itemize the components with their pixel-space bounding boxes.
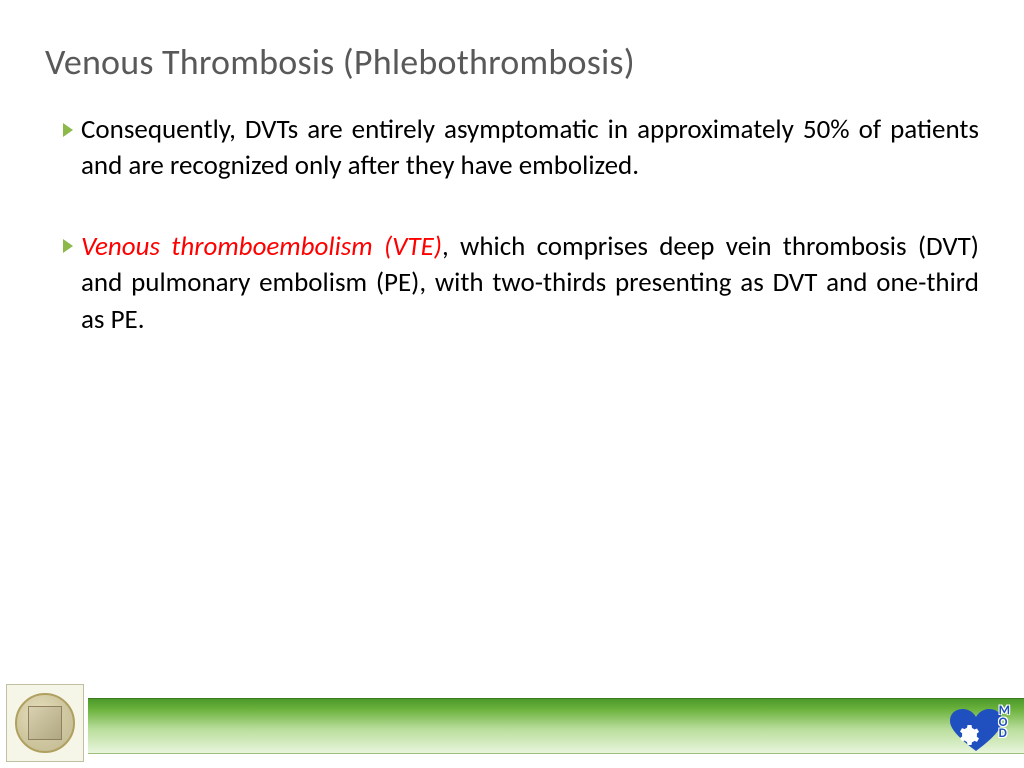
text-segment: Consequently, DVTs are entirely asymptom…	[81, 113, 979, 182]
slide: Venous Thrombosis (Phlebothrombosis) Con…	[0, 0, 1024, 768]
heart-gear-logo-icon: M O D	[950, 707, 1006, 753]
slide-content: Consequently, DVTs are entirely asymptom…	[45, 112, 979, 338]
bullet-marker-icon	[63, 229, 81, 259]
bullet-item: Consequently, DVTs are entirely asymptom…	[63, 112, 979, 185]
text-segment-highlight: Venous thromboembolism (VTE)	[81, 230, 442, 263]
footer-gradient-bar	[88, 698, 1024, 754]
bullet-marker-icon	[63, 112, 81, 142]
footer-logo-right: M O D	[944, 702, 1012, 758]
slide-footer: M O D	[0, 688, 1024, 768]
bullet-item: Venous thromboembolism (VTE), which comp…	[63, 229, 979, 338]
footer-logo-left	[6, 684, 84, 762]
bullet-text: Consequently, DVTs are entirely asymptom…	[81, 112, 979, 185]
slide-title: Venous Thrombosis (Phlebothrombosis)	[45, 40, 979, 84]
university-seal-icon	[15, 693, 75, 753]
gear-icon	[956, 723, 980, 747]
bullet-text: Venous thromboembolism (VTE), which comp…	[81, 229, 979, 338]
logo-letters: M O D	[999, 705, 1010, 740]
